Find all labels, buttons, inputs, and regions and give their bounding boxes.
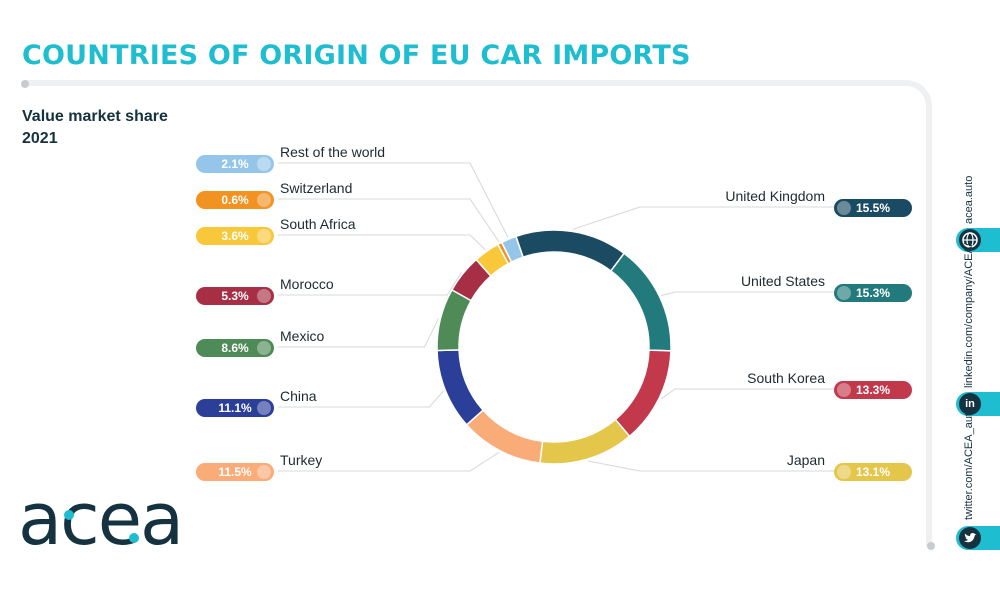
leader-line [660, 388, 912, 400]
value-pill-dot [837, 201, 851, 215]
leader-line [278, 198, 500, 242]
value-label-morocco: 5.3% [221, 289, 249, 303]
value-label-south-korea: 13.3% [856, 383, 890, 397]
value-pill-dot [837, 465, 851, 479]
content-frame [24, 80, 932, 546]
slice-label-united-states: United States [741, 273, 825, 289]
value-pill-south-africa [196, 227, 274, 245]
linkedin-link[interactable]: linkedin.com/company/ACEA/ [963, 243, 975, 388]
value-pill-switzerland [196, 191, 274, 209]
leader-line [572, 206, 912, 230]
slice-japan [539, 418, 631, 465]
leader-line [661, 291, 912, 296]
value-pill-united-kingdom [834, 199, 912, 217]
slice-label-japan: Japan [787, 452, 825, 468]
slice-label-turkey: Turkey [280, 452, 322, 468]
twitter-bird-icon [959, 527, 981, 549]
slice-south-korea [614, 349, 672, 438]
logo-dot [129, 533, 139, 543]
linkedin-social-tab[interactable]: in [956, 392, 1000, 416]
slice-turkey [465, 409, 544, 464]
slice-label-mexico: Mexico [280, 328, 325, 344]
subtitle-metric: Value market share [22, 108, 168, 125]
logo-text: acea [18, 480, 182, 560]
value-label-united-kingdom: 15.5% [856, 201, 890, 215]
leader-line [588, 460, 912, 472]
logo-dot [64, 510, 74, 520]
value-pill-dot [257, 341, 271, 355]
slice-label-united-kingdom: United Kingdom [725, 188, 825, 204]
value-pill-turkey [196, 463, 274, 481]
value-pill-mexico [196, 339, 274, 357]
leader-line [278, 162, 509, 238]
value-pill-dot [257, 193, 271, 207]
value-pill-dot [257, 289, 271, 303]
value-pill-dot [257, 465, 271, 479]
value-pill-dot [257, 157, 271, 171]
value-pill-dot [257, 401, 271, 415]
frame-end-dot [927, 542, 935, 550]
frame-end-dot [21, 80, 29, 88]
twitter-social-tab[interactable] [956, 526, 1000, 550]
slice-label-south-korea: South Korea [747, 370, 825, 386]
leader-line [278, 318, 439, 348]
leader-line [278, 234, 486, 251]
leader-line [278, 452, 500, 472]
twitter-link[interactable]: twitter.com/ACEA_auto [963, 406, 975, 520]
value-label-united-states: 15.3% [856, 286, 890, 300]
slice-rest-of-the-world [500, 235, 525, 264]
slice-united-states [609, 252, 672, 352]
value-label-china: 11.1% [218, 401, 252, 415]
chart-title: COUNTRIES OF ORIGIN OF EU CAR IMPORTS [22, 40, 691, 71]
slice-label-switzerland: Switzerland [280, 180, 352, 196]
value-pill-dot [257, 229, 271, 243]
slice-mexico [436, 288, 473, 352]
value-pill-dot [837, 383, 851, 397]
linkedin-icon: in [959, 393, 981, 415]
slice-label-china: China [280, 388, 317, 404]
slice-china [436, 349, 485, 426]
slice-label-rest-of-the-world: Rest of the world [280, 144, 385, 160]
website-link[interactable]: acea.auto [963, 175, 975, 224]
value-pill-dot [837, 286, 851, 300]
slice-label-morocco: Morocco [280, 276, 334, 292]
value-label-mexico: 8.6% [221, 341, 249, 355]
acea-logo: acea [18, 480, 184, 560]
slice-united-kingdom [514, 229, 626, 272]
value-label-japan: 13.1% [856, 465, 890, 479]
value-pill-china [196, 399, 274, 417]
value-pill-japan [834, 463, 912, 481]
globe-icon [959, 229, 981, 251]
value-pill-south-korea [834, 381, 912, 399]
leader-line [278, 272, 462, 296]
slice-label-south-africa: South Africa [280, 216, 356, 232]
value-pill-morocco [196, 287, 274, 305]
value-label-rest-of-the-world: 2.1% [221, 157, 249, 171]
leader-line [278, 390, 444, 408]
value-label-south-africa: 3.6% [221, 229, 249, 243]
value-pill-rest-of-the-world [196, 155, 274, 173]
chart-subtitle: Value market share 2021 [22, 106, 168, 150]
website-social-tab[interactable] [956, 228, 1000, 252]
value-label-turkey: 11.5% [218, 465, 252, 479]
value-pill-united-states [834, 284, 912, 302]
subtitle-year: 2021 [22, 130, 58, 147]
value-label-switzerland: 0.6% [221, 193, 249, 207]
